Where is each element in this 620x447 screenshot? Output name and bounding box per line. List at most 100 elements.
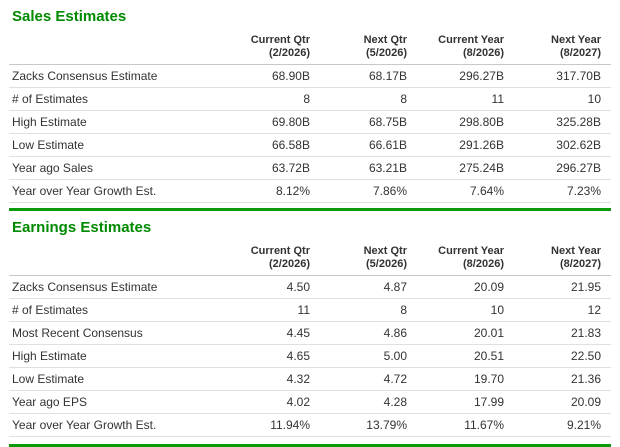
row-label: # of Estimates: [9, 87, 223, 111]
column-header-row: Current Qtr (2/2026) Next Qtr (5/2026) C…: [9, 245, 611, 276]
column-sublabel: (8/2027): [560, 258, 601, 270]
earnings-section-title: Earnings Estimates: [12, 219, 152, 236]
estimate-value-cell: 63.21B: [320, 156, 417, 180]
estimate-value-cell: 4.65: [223, 344, 320, 368]
estimate-value-cell: 13.79%: [320, 413, 417, 437]
estimate-value-cell: 7.86%: [320, 179, 417, 203]
sales-section-title: Sales Estimates: [12, 8, 127, 25]
row-label: Most Recent Consensus: [9, 321, 223, 345]
estimate-value-cell: 4.45: [223, 321, 320, 345]
row-label: Zacks Consensus Estimate: [9, 64, 223, 88]
column-header-current-year: Current Year (8/2026): [417, 245, 514, 276]
table-row: Year ago EPS 4.02 4.28 17.99 20.09: [9, 390, 611, 414]
column-header-next-year: Next Year (8/2027): [514, 34, 611, 65]
estimate-value-cell: 302.62B: [514, 133, 611, 157]
estimate-value-cell: 66.58B: [223, 133, 320, 157]
estimate-value-cell: 22.50: [514, 344, 611, 368]
estimate-value-cell: 19.70: [417, 367, 514, 391]
table-row: Zacks Consensus Estimate 68.90B 68.17B 296.…: [9, 64, 611, 88]
estimate-value-cell: 11: [417, 87, 514, 111]
column-label: Next Year: [551, 34, 601, 46]
estimate-value-cell: 4.32: [223, 367, 320, 391]
column-sublabel: (2/2026): [269, 47, 310, 59]
column-sublabel: (8/2027): [560, 47, 601, 59]
estimate-value-cell: 4.28: [320, 390, 417, 414]
estimate-value-cell: 20.01: [417, 321, 514, 345]
row-label: Year ago EPS: [9, 390, 223, 414]
estimate-value-cell: 12: [514, 298, 611, 322]
estimate-value-cell: 8: [320, 87, 417, 111]
estimate-value-cell: 4.86: [320, 321, 417, 345]
column-label: Current Year: [438, 245, 504, 257]
column-header-row: Current Qtr (2/2026) Next Qtr (5/2026) C…: [9, 34, 611, 65]
table-row: Low Estimate 4.32 4.72 19.70 21.36: [9, 367, 611, 391]
table-row: Most Recent Consensus 4.45 4.86 20.01 21.83: [9, 321, 611, 345]
estimate-value-cell: 68.90B: [223, 64, 320, 88]
estimate-value-cell: 9.21%: [514, 413, 611, 437]
estimate-value-cell: 11.67%: [417, 413, 514, 437]
estimate-value-cell: 66.61B: [320, 133, 417, 157]
column-header-next-qtr: Next Qtr (5/2026): [320, 34, 417, 65]
column-label: Next Year: [551, 245, 601, 257]
row-label: Low Estimate: [9, 133, 223, 157]
estimate-value-cell: 68.75B: [320, 110, 417, 134]
column-label: Next Qtr: [363, 245, 407, 257]
section-divider: [9, 208, 611, 211]
column-header-current-qtr: Current Qtr (2/2026): [223, 34, 320, 65]
estimate-value-cell: 21.95: [514, 275, 611, 299]
column-label: Current Qtr: [250, 245, 310, 257]
column-sublabel: (8/2026): [463, 258, 504, 270]
column-header-next-year: Next Year (8/2027): [514, 245, 611, 276]
column-label: Next Qtr: [363, 34, 407, 46]
row-label: High Estimate: [9, 110, 223, 134]
row-label: Low Estimate: [9, 367, 223, 391]
sales-estimates-table: Current Qtr (2/2026) Next Qtr (5/2026) C…: [9, 34, 611, 203]
row-label-header: [9, 245, 223, 276]
estimate-value-cell: 325.28B: [514, 110, 611, 134]
column-sublabel: (5/2026): [366, 47, 407, 59]
column-label: Current Year: [438, 34, 504, 46]
estimate-value-cell: 8.12%: [223, 179, 320, 203]
table-row: High Estimate 69.80B 68.75B 298.80B 325.28B: [9, 110, 611, 134]
estimate-value-cell: 8: [320, 298, 417, 322]
table-row: High Estimate 4.65 5.00 20.51 22.50: [9, 344, 611, 368]
column-header-current-year: Current Year (8/2026): [417, 34, 514, 65]
estimate-value-cell: 7.23%: [514, 179, 611, 203]
estimate-value-cell: 296.27B: [514, 156, 611, 180]
table-row: Year over Year Growth Est. 8.12% 7.86% 7.64…: [9, 179, 611, 203]
estimate-value-cell: 69.80B: [223, 110, 320, 134]
column-header-current-qtr: Current Qtr (2/2026): [223, 245, 320, 276]
estimate-value-cell: 20.09: [514, 390, 611, 414]
estimate-value-cell: 7.64%: [417, 179, 514, 203]
estimate-value-cell: 298.80B: [417, 110, 514, 134]
estimate-value-cell: 4.87: [320, 275, 417, 299]
table-row: Year ago Sales 63.72B 63.21B 275.24B 296.27B: [9, 156, 611, 180]
estimate-value-cell: 275.24B: [417, 156, 514, 180]
row-label-header: [9, 34, 223, 65]
row-label: Year over Year Growth Est.: [9, 179, 223, 203]
estimate-value-cell: 68.17B: [320, 64, 417, 88]
estimate-value-cell: 17.99: [417, 390, 514, 414]
sales-estimates-section: Sales Estimates Current Qtr (2/2026) Nex…: [9, 0, 611, 203]
table-row: Low Estimate 66.58B 66.61B 291.26B 302.62B: [9, 133, 611, 157]
estimate-value-cell: 4.50: [223, 275, 320, 299]
estimate-value-cell: 20.51: [417, 344, 514, 368]
estimate-value-cell: 10: [514, 87, 611, 111]
estimate-value-cell: 21.83: [514, 321, 611, 345]
estimate-value-cell: 296.27B: [417, 64, 514, 88]
earnings-estimates-section: Earnings Estimates Current Qtr (2/2026) …: [9, 211, 611, 437]
estimate-value-cell: 317.70B: [514, 64, 611, 88]
estimate-value-cell: 63.72B: [223, 156, 320, 180]
column-sublabel: (2/2026): [269, 258, 310, 270]
column-sublabel: (8/2026): [463, 47, 504, 59]
table-row: # of Estimates 11 8 10 12: [9, 298, 611, 322]
row-label: # of Estimates: [9, 298, 223, 322]
column-header-next-qtr: Next Qtr (5/2026): [320, 245, 417, 276]
row-label: High Estimate: [9, 344, 223, 368]
estimate-value-cell: 5.00: [320, 344, 417, 368]
row-label: Year over Year Growth Est.: [9, 413, 223, 437]
estimate-value-cell: 20.09: [417, 275, 514, 299]
row-label: Zacks Consensus Estimate: [9, 275, 223, 299]
estimate-value-cell: 11.94%: [223, 413, 320, 437]
